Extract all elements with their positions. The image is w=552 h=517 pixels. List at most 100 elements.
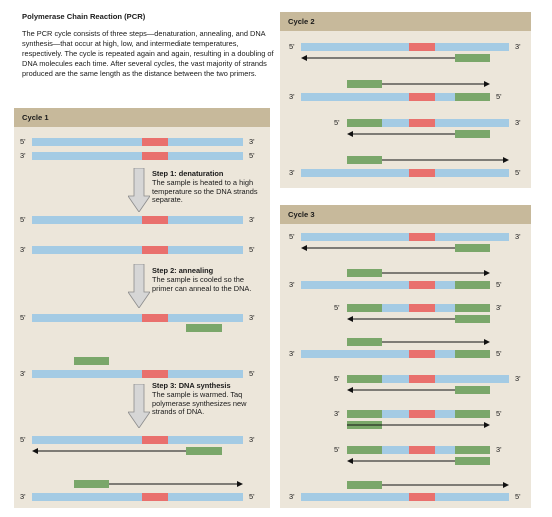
five-prime-label: 5'	[334, 375, 340, 383]
dna-strand	[32, 370, 243, 378]
three-prime-label: 3'	[289, 493, 295, 501]
five-prime-label: 5'	[515, 169, 521, 177]
synthesis-arrow-icon	[347, 316, 455, 322]
five-prime-label: 5'	[334, 304, 340, 312]
three-prime-label: 3'	[289, 350, 295, 358]
five-prime-label: 5'	[496, 410, 502, 418]
five-prime-label: 5'	[515, 493, 521, 501]
target-region	[142, 314, 168, 322]
primer	[74, 357, 109, 365]
dna-strand	[32, 152, 243, 160]
primer	[186, 324, 222, 332]
dna-strand	[32, 493, 243, 501]
three-prime-label: 3'	[20, 493, 26, 501]
synthesis-arrow-icon	[109, 481, 243, 487]
primer	[455, 54, 490, 62]
dna-strand	[32, 436, 243, 444]
target-region	[409, 233, 435, 241]
target-region	[142, 138, 168, 146]
primer	[455, 446, 490, 454]
three-prime-label: 3'	[289, 281, 295, 289]
step-1-desc: The sample is heated to a high temperatu…	[152, 178, 258, 205]
three-prime-label: 3'	[515, 233, 521, 241]
primer	[455, 304, 490, 312]
five-prime-label: 5'	[249, 370, 255, 378]
primer	[347, 156, 382, 164]
three-prime-label: 3'	[249, 138, 255, 146]
target-region	[409, 93, 435, 101]
primer	[347, 338, 382, 346]
synthesis-arrow-icon	[32, 448, 186, 454]
cycle-1-header: Cycle 1	[14, 108, 270, 127]
dna-strand	[32, 216, 243, 224]
step-3-text: Step 3: DNA synthesis The sample is warm…	[152, 382, 262, 417]
step-3-desc: The sample is warmed. Taq polymerase syn…	[152, 390, 246, 417]
five-prime-label: 5'	[249, 493, 255, 501]
step-2-arrow-icon	[128, 264, 150, 308]
synthesis-arrow-icon	[347, 458, 455, 464]
target-region	[409, 119, 435, 127]
three-prime-label: 3'	[20, 370, 26, 378]
primer	[186, 447, 222, 455]
cycle-3-header: Cycle 3	[280, 205, 531, 224]
primer	[455, 130, 490, 138]
dna-strand	[301, 493, 509, 501]
dna-strand	[301, 169, 509, 177]
synthesis-arrow-icon	[347, 131, 455, 137]
synthesis-arrow-icon	[347, 387, 455, 393]
primer	[455, 410, 490, 418]
five-prime-label: 5'	[289, 233, 295, 241]
step-1-text: Step 1: denaturation The sample is heate…	[152, 170, 262, 205]
target-region	[409, 43, 435, 51]
five-prime-label: 5'	[249, 152, 255, 160]
target-region	[409, 304, 435, 312]
target-region	[409, 169, 435, 177]
synthesis-arrow-icon	[301, 55, 455, 61]
dna-strand	[301, 43, 509, 51]
three-prime-label: 3'	[289, 93, 295, 101]
five-prime-label: 5'	[334, 446, 340, 454]
intro-text: The PCR cycle consists of three steps—de…	[22, 29, 274, 79]
target-region	[409, 446, 435, 454]
five-prime-label: 5'	[496, 350, 502, 358]
primer	[455, 244, 490, 252]
three-prime-label: 3'	[515, 375, 521, 383]
dna-strand	[32, 314, 243, 322]
primer	[347, 269, 382, 277]
primer	[455, 386, 490, 394]
primer	[455, 315, 490, 323]
step-2-desc: The sample is cooled so the primer can a…	[152, 275, 251, 293]
target-region	[142, 493, 168, 501]
five-prime-label: 5'	[496, 93, 502, 101]
target-region	[142, 370, 168, 378]
three-prime-label: 3'	[496, 304, 502, 312]
primer	[347, 375, 382, 383]
target-region	[409, 281, 435, 289]
target-region	[142, 216, 168, 224]
five-prime-label: 5'	[20, 314, 26, 322]
three-prime-label: 3'	[334, 410, 340, 418]
three-prime-label: 3'	[249, 436, 255, 444]
step-3-arrow-icon	[128, 384, 150, 428]
cycle-2-header: Cycle 2	[280, 12, 531, 31]
primer	[347, 80, 382, 88]
primer	[347, 304, 382, 312]
step-2-text: Step 2: annealing The sample is cooled s…	[152, 267, 262, 293]
primer	[455, 281, 490, 289]
three-prime-label: 3'	[515, 119, 521, 127]
primer	[455, 350, 490, 358]
dna-strand	[32, 246, 243, 254]
target-region	[409, 375, 435, 383]
five-prime-label: 5'	[289, 43, 295, 51]
target-region	[142, 436, 168, 444]
target-region	[409, 410, 435, 418]
five-prime-label: 5'	[334, 119, 340, 127]
primer	[347, 446, 382, 454]
five-prime-label: 5'	[20, 138, 26, 146]
primer	[455, 457, 490, 465]
primer	[347, 481, 382, 489]
cycle-3-title: Cycle 3	[288, 210, 315, 219]
three-prime-label: 3'	[515, 43, 521, 51]
three-prime-label: 3'	[249, 216, 255, 224]
five-prime-label: 5'	[20, 436, 26, 444]
